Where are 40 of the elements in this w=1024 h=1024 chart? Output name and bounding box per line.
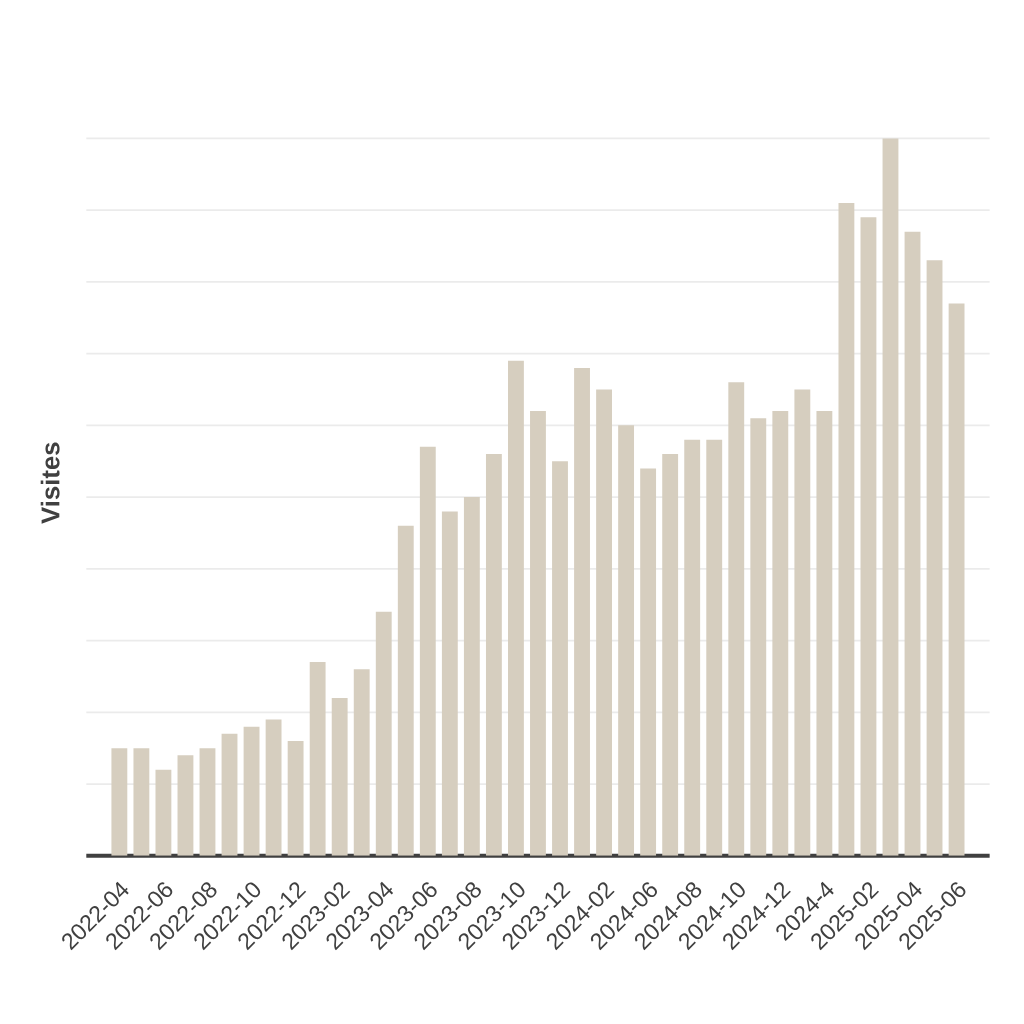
bar [111,748,128,856]
bar [309,662,326,856]
bar [816,411,833,856]
bar [199,748,216,856]
bar [155,769,172,856]
bar [860,217,877,856]
bar [485,454,502,856]
bar [397,525,414,856]
bar [618,425,635,856]
bar [243,726,260,856]
bar [596,389,612,856]
bar [882,138,899,856]
bar [463,497,480,856]
bar [948,303,965,856]
bar [728,382,745,856]
bar [574,367,590,856]
bar [662,454,679,856]
bar [904,231,921,856]
bar [133,748,150,856]
bar [221,733,238,856]
bar [265,719,282,856]
bar [794,389,811,856]
bar [530,411,546,856]
bar [706,439,723,856]
bar [750,418,767,856]
bar [684,439,701,856]
bar [331,697,348,856]
bar [441,511,458,856]
bar [838,202,855,856]
bar [419,446,436,856]
bar [640,468,657,856]
bar [287,741,304,856]
bar [772,411,789,856]
bar [552,461,568,856]
bar [353,669,370,856]
bar [177,755,194,856]
bar [926,260,943,856]
bar [375,611,392,856]
bar [508,360,524,856]
y-axis-title: Visites [40,442,60,524]
